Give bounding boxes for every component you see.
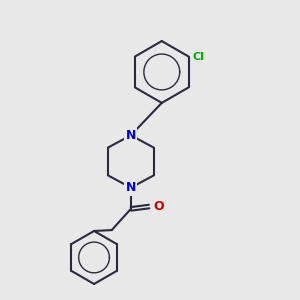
Text: Cl: Cl (192, 52, 204, 61)
Text: N: N (126, 181, 136, 194)
Text: N: N (126, 129, 136, 142)
Text: O: O (154, 200, 164, 213)
